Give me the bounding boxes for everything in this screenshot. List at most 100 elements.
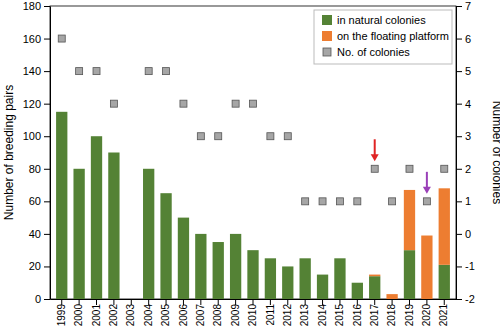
x-tick: 2001 <box>91 299 102 326</box>
bar <box>56 112 67 299</box>
x-tick-label: 2008 <box>212 304 223 327</box>
x-tick: 2016 <box>352 299 363 326</box>
legend-item: No. of colonies <box>323 46 410 58</box>
y2-tick: -1 <box>456 260 475 272</box>
marker <box>197 133 204 140</box>
chart: 020406080100120140160180-2-1012345671999… <box>0 0 500 335</box>
y-tick: 40 <box>29 228 50 240</box>
bar <box>439 188 450 265</box>
marker <box>180 100 187 107</box>
x-tick: 2017 <box>369 299 380 326</box>
y2-tick-mark <box>456 169 462 170</box>
y-axis-title: Number of breeding pairs <box>2 85 16 220</box>
bar <box>369 275 380 277</box>
y-tick: 100 <box>23 130 50 142</box>
y2-tick-label: 1 <box>465 195 471 207</box>
bar <box>386 294 397 299</box>
y2-tick: 5 <box>456 65 471 77</box>
x-tick: 2010 <box>247 299 258 326</box>
y2-tick-label: 7 <box>465 0 471 12</box>
marker <box>389 198 396 205</box>
y2-tick-mark <box>456 299 462 300</box>
x-tick-label: 2012 <box>282 304 293 327</box>
marker <box>423 198 430 205</box>
y2-tick-mark <box>456 266 462 267</box>
marker <box>145 68 152 75</box>
y-tick-mark <box>44 169 50 170</box>
arrow-head <box>371 154 379 161</box>
y2-tick-label: 0 <box>465 228 471 240</box>
marker <box>110 100 117 107</box>
plot: 020406080100120140160180-2-1012345671999… <box>23 0 475 326</box>
x-tick: 2021 <box>438 299 449 326</box>
x-tick-label: 2001 <box>91 304 102 327</box>
y-tick-mark <box>44 39 50 40</box>
y-tick: 140 <box>23 65 50 77</box>
y2-tick-label: 5 <box>465 65 471 77</box>
y-tick: 160 <box>23 33 50 45</box>
y-tick-label: 60 <box>29 195 41 207</box>
x-tick-label: 2003 <box>125 304 136 327</box>
y-tick-label: 80 <box>29 163 41 175</box>
x-tick: 2015 <box>334 299 345 326</box>
x-tick-label: 2018 <box>386 304 397 327</box>
bar <box>282 266 293 299</box>
y2-tick-mark <box>456 6 462 7</box>
y-tick: 180 <box>23 0 50 12</box>
y2-tick: 4 <box>456 98 471 110</box>
legend-swatch <box>322 31 332 41</box>
x-tick: 2014 <box>317 299 328 326</box>
x-tick-label: 2016 <box>352 304 363 327</box>
arrow <box>423 172 431 194</box>
x-tick: 2020 <box>421 299 432 326</box>
y-tick-label: 140 <box>23 65 41 77</box>
x-tick: 2019 <box>404 299 415 326</box>
bar <box>439 265 450 299</box>
legend-swatch <box>322 15 332 25</box>
marker <box>406 165 413 172</box>
bar <box>91 136 102 299</box>
x-tick-label: 2017 <box>369 304 380 327</box>
marker <box>319 198 326 205</box>
y2-tick-label: 3 <box>465 130 471 142</box>
y-axis-line <box>50 7 51 300</box>
x-tick-label: 2009 <box>230 304 241 327</box>
y-tick-label: 100 <box>23 130 41 142</box>
x-tick: 2007 <box>195 299 206 326</box>
y2-tick-label: -2 <box>465 293 475 305</box>
marker <box>371 165 378 172</box>
y-tick-label: 120 <box>23 98 41 110</box>
arrow-shaft <box>374 139 376 155</box>
y2-axis-line <box>456 7 457 300</box>
y-tick-label: 160 <box>23 33 41 45</box>
marker <box>250 100 257 107</box>
x-tick-label: 2011 <box>265 304 276 326</box>
y-tick-mark <box>44 71 50 72</box>
x-tick: 2004 <box>143 299 154 326</box>
bar <box>421 236 432 299</box>
y2-tick-label: 6 <box>465 33 471 45</box>
y2-tick: 0 <box>456 228 471 240</box>
legend-item: on the floating platform <box>322 30 449 42</box>
bar <box>213 242 224 299</box>
y-tick: 60 <box>29 195 50 207</box>
arrow-shaft <box>426 172 428 188</box>
bar <box>334 258 345 299</box>
x-tick-label: 2019 <box>404 304 415 327</box>
y2-tick-label: 2 <box>465 163 471 175</box>
legend-box <box>314 10 452 64</box>
bar <box>265 258 276 299</box>
bar <box>317 275 328 299</box>
x-tick-label: 2021 <box>438 304 449 327</box>
bar <box>369 276 380 299</box>
legend-swatch <box>323 48 331 56</box>
x-tick: 2012 <box>282 299 293 326</box>
x-tick-label: 2010 <box>247 304 258 327</box>
marker <box>163 68 170 75</box>
marker <box>441 165 448 172</box>
marker <box>302 198 309 205</box>
x-tick-label: 2013 <box>299 304 310 327</box>
y-tick-mark <box>44 266 50 267</box>
y-tick-label: 40 <box>29 228 41 240</box>
legend-label: in natural colonies <box>337 14 426 26</box>
